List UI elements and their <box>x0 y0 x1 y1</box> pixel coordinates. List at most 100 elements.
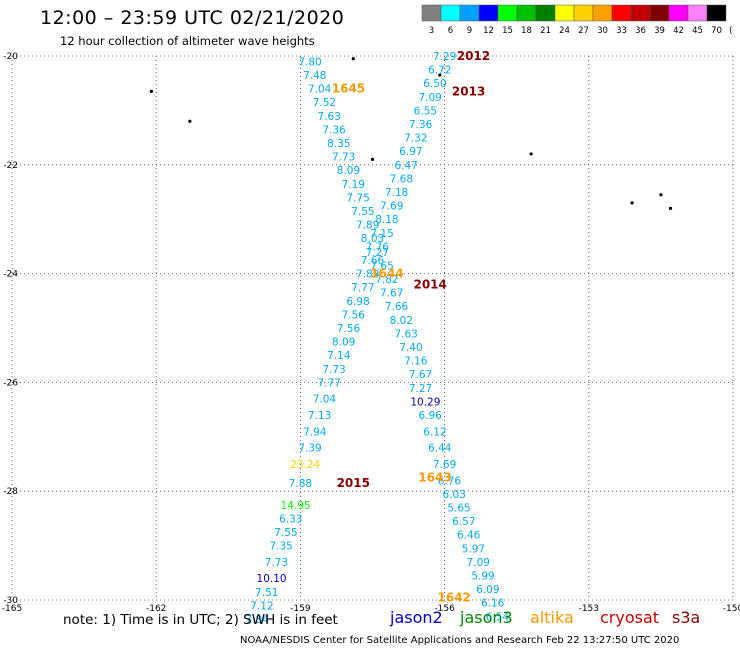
wave-height-label: 8.03 <box>361 233 384 245</box>
wave-height-label: 10.29 <box>410 396 440 408</box>
legend-jason2: jason2 <box>390 608 443 627</box>
wave-height-label: 7.66 <box>361 255 385 267</box>
x-tick-label: -162 <box>146 604 166 614</box>
page-subtitle: 12 hour collection of altimeter wave hei… <box>60 34 315 48</box>
colorbar-label: 39 <box>654 26 665 36</box>
page-title: 12:00 – 23:59 UTC 02/21/2020 <box>40 7 345 29</box>
x-tick-label: -156 <box>434 604 455 614</box>
colorbar-label: 15 <box>502 26 513 36</box>
wave-height-label: 7.65 <box>370 260 393 272</box>
wave-height-label: 7.73 <box>265 557 288 569</box>
wave-height-label: 6.44 <box>428 443 452 455</box>
y-tick-label: -30 <box>3 596 18 606</box>
pass-time-label: 2012 <box>457 49 490 63</box>
pass-time-label: 1643 <box>418 471 451 485</box>
wave-height-label: 6.09 <box>476 584 499 596</box>
wave-height-label: 7.27 <box>366 247 389 259</box>
wave-height-label: 7.77 <box>318 377 341 389</box>
x-tick-label: -165 <box>2 604 22 614</box>
colorbar-label: 6 <box>448 26 453 36</box>
pass-time-label: 2014 <box>413 277 446 291</box>
wave-height-label: 7.18 <box>385 187 408 199</box>
island-marker <box>438 73 442 77</box>
y-tick-label: -22 <box>3 161 18 171</box>
wave-height-label: 5.99 <box>471 571 494 583</box>
wave-height-label: 7.04 <box>308 84 332 96</box>
x-tick-label: -159 <box>290 604 311 614</box>
wave-height-label: 8.35 <box>327 138 350 150</box>
wave-height-label: 5.65 <box>447 503 470 515</box>
wave-height-label: 6.72 <box>428 65 451 77</box>
wave-height-label: 7.15 <box>370 228 393 240</box>
credit-line: NOAA/NESDIS Center for Satellite Applica… <box>240 635 680 646</box>
colorbar-label: 33 <box>616 26 627 36</box>
wave-height-label: 7.89 <box>356 220 379 232</box>
wave-height-label: 7.67 <box>409 369 432 381</box>
wave-height-label: 6.57 <box>452 516 475 528</box>
wave-height-label: 7.69 <box>380 201 403 213</box>
wave-height-label: 7.88 <box>289 478 312 490</box>
wave-height-label: 7.75 <box>346 192 369 204</box>
wave-height-label: 7.68 <box>390 173 413 185</box>
island-marker <box>351 57 355 61</box>
colorbar-label: 3 <box>429 26 434 36</box>
wave-height-label: 7.77 <box>351 282 374 294</box>
colorbar-label: 45 <box>692 26 703 36</box>
footer-note: note: 1) Time is in UTC; 2) SWH is in fe… <box>63 612 338 628</box>
colorbar-label: 27 <box>578 26 589 36</box>
wave-height-label: 8.09 <box>332 337 355 349</box>
wave-height-label: 7.14 <box>327 350 351 362</box>
wave-height-label: 7.55 <box>351 206 374 218</box>
wave-height-label: 8.18 <box>375 214 398 226</box>
legend-s3a: s3a <box>672 608 701 627</box>
wave-height-label: 7.29 <box>433 51 456 63</box>
colorbar-label: 36 <box>635 26 646 36</box>
pass-time-label: 1644 <box>370 267 403 281</box>
wave-height-label: 6.55 <box>414 105 437 117</box>
wave-height-label: 7.80 <box>298 56 321 68</box>
wave-height-label: 7.12 <box>250 600 273 612</box>
wave-height-label: 7.55 <box>274 527 297 539</box>
wave-height-label: 7.32 <box>404 133 427 145</box>
island-marker <box>529 152 533 156</box>
wave-height-label: 7.73 <box>322 364 345 376</box>
wave-height-label: 7.56 <box>337 323 361 335</box>
wave-height-label: 7.94 <box>303 426 327 438</box>
wave-height-label: 6.12 <box>423 426 446 438</box>
wave-height-label: 6.54 <box>486 611 510 623</box>
wave-height-label: 7.63 <box>318 111 341 123</box>
wave-height-label: 7.67 <box>380 288 403 300</box>
wave-height-label: 7.35 <box>269 541 292 553</box>
wave-height-label: 7.09 <box>418 92 441 104</box>
colorbar-label: 18 <box>521 26 532 36</box>
colorbar-label: 12 <box>483 26 494 36</box>
wave-height-label: 7.13 <box>308 410 331 422</box>
wave-height-label: 7.82 <box>375 274 398 286</box>
island-marker <box>149 89 153 93</box>
wave-height-label: 7.36 <box>409 119 433 131</box>
wave-height-label: 6.76 <box>438 475 462 487</box>
wave-height-label: 6.33 <box>279 513 302 525</box>
wave-height-label: 7.39 <box>298 443 321 455</box>
wave-height-label: 8.02 <box>390 315 413 327</box>
pass-time-label: 1642 <box>438 590 471 604</box>
colorbar-label: (ft) <box>729 26 732 36</box>
wave-height-label: 7.16 <box>404 356 428 368</box>
wave-height-label: 23.24 <box>290 459 320 471</box>
island-marker <box>630 201 634 205</box>
wave-height-label: 14.95 <box>281 500 311 512</box>
legend-cryosat: cryosat <box>600 608 660 627</box>
wave-height-label: 6.50 <box>423 78 446 90</box>
y-tick-label: -26 <box>3 378 18 388</box>
colorbar-label: 9 <box>467 26 472 36</box>
wave-height-label: 7.52 <box>313 97 336 109</box>
wave-height-label: 6.16 <box>481 598 505 610</box>
wave-height-label: 7.36 <box>322 124 346 136</box>
wave-height-label: 6.03 <box>443 489 466 501</box>
wave-height-label: 7.04 <box>313 394 337 406</box>
wave-height-label: 7.63 <box>394 328 417 340</box>
wave-height-label: 7.69 <box>433 459 456 471</box>
wave-height-label: 7.66 <box>385 301 409 313</box>
y-tick-label: -24 <box>3 270 18 280</box>
